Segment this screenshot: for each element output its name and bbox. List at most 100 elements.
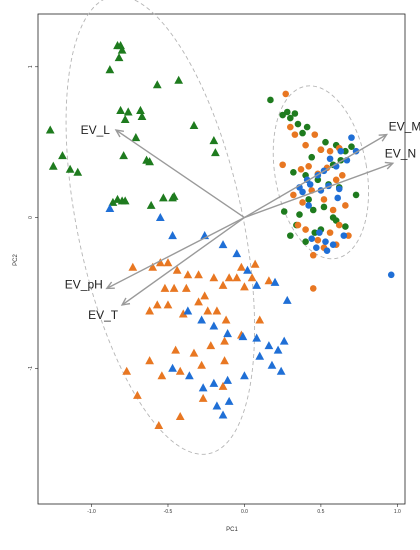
data-point-circle-orange: [309, 285, 317, 292]
data-point-circle-orange: [339, 172, 346, 179]
data-point-triangle-orange: [220, 336, 229, 345]
data-point-triangle-orange: [148, 262, 158, 271]
data-point-triangle-green: [146, 200, 156, 209]
data-point-circle-orange: [282, 90, 290, 98]
data-point-circle-orange: [302, 141, 309, 149]
data-point-circle-orange: [326, 229, 334, 236]
data-point-triangle-green: [211, 148, 220, 157]
data-point-triangle-green: [108, 197, 118, 206]
data-point-circle-green: [302, 238, 309, 245]
data-point-triangle-blue: [185, 371, 194, 380]
data-point-triangle-green: [48, 161, 58, 170]
arrow-label: EV_T: [88, 308, 119, 322]
data-point-triangle-orange: [128, 262, 138, 271]
data-point-circle-blue: [323, 247, 331, 255]
data-point-circle-orange: [287, 123, 294, 131]
data-point-circle-green: [305, 196, 312, 203]
data-point-triangle-orange: [163, 258, 173, 267]
data-point-circle-orange: [291, 131, 299, 138]
data-point-circle-orange: [297, 165, 305, 173]
data-point-circle-blue: [340, 232, 348, 239]
arrow-ev-m: EV_M: [244, 120, 420, 219]
data-point-triangle-blue: [264, 341, 274, 350]
data-point-triangle-orange: [175, 366, 185, 375]
data-point-triangle-orange: [155, 258, 165, 267]
data-point-triangle-orange: [224, 273, 234, 282]
data-point-triangle-green: [159, 193, 168, 202]
data-point-triangle-green: [123, 107, 133, 116]
y-tick-label: -1: [28, 366, 34, 371]
data-point-circle-green: [299, 129, 306, 137]
data-point-triangle-blue: [279, 336, 289, 345]
data-point-triangle-blue: [218, 240, 228, 249]
data-point-triangle-blue: [238, 332, 248, 341]
data-point-circle-orange: [294, 221, 302, 229]
data-point-triangle-blue: [105, 203, 115, 212]
data-point-triangle-blue: [223, 329, 232, 338]
data-point-triangle-orange: [206, 341, 216, 350]
data-point-triangle-blue: [198, 383, 208, 392]
data-point-triangle-orange: [194, 297, 203, 306]
data-point-triangle-blue: [218, 410, 228, 419]
data-point-triangle-green: [174, 75, 184, 84]
data-point-circle-orange: [345, 232, 352, 239]
data-point-triangle-orange: [189, 348, 199, 357]
data-point-circle-green: [267, 96, 274, 104]
data-point-triangle-orange: [203, 306, 213, 315]
data-point-triangle-orange: [218, 381, 228, 390]
data-point-triangle-green: [65, 164, 75, 173]
data-point-triangle-green: [120, 114, 130, 123]
data-point-triangle-orange: [218, 280, 228, 289]
y-tick-label: 0: [28, 216, 34, 219]
data-point-circle-orange: [309, 251, 317, 259]
data-point-circle-green: [352, 191, 360, 199]
data-point-triangle-orange: [255, 315, 265, 324]
data-point-circle-green: [287, 114, 294, 122]
data-point-triangle-orange: [133, 390, 142, 399]
confidence-ellipses: [65, 0, 370, 455]
data-point-triangle-green: [45, 125, 55, 134]
arrow-ev-n: EV_N: [244, 146, 416, 219]
data-point-triangle-orange: [232, 273, 242, 282]
plot-frame: [37, 13, 406, 505]
data-point-triangle-blue: [168, 231, 177, 240]
data-point-triangle-orange: [157, 371, 167, 380]
data-point-triangle-green: [136, 105, 145, 114]
y-tick-label: 1: [28, 65, 34, 68]
data-point-triangle-blue: [282, 295, 292, 304]
arrow-label: EV_N: [385, 146, 416, 160]
data-point-triangle-green: [117, 45, 127, 54]
data-point-circle-orange: [335, 221, 343, 229]
arrow-ev-t: EV_T: [88, 216, 245, 322]
data-point-triangle-blue: [232, 249, 242, 258]
data-point-circle-orange: [314, 236, 322, 244]
data-point-triangle-blue: [168, 363, 177, 372]
data-point-triangle-green: [116, 105, 125, 114]
data-point-triangle-orange: [240, 282, 249, 291]
arrow-ev-l: EV_L: [81, 123, 245, 219]
arrow-label: EV_pH: [65, 277, 103, 291]
data-point-triangle-green: [73, 167, 83, 176]
data-point-triangle-orange: [194, 270, 203, 279]
data-point-circle-orange: [326, 147, 334, 155]
data-point-circle-green: [303, 123, 311, 131]
data-point-triangle-orange: [247, 273, 257, 282]
ellipse-1: [65, 0, 256, 455]
data-point-triangle-orange: [163, 300, 173, 309]
x-axis-ticks: -1.0 -0.5 0.0 0.5 1.0: [87, 504, 401, 515]
data-point-circle-blue: [348, 134, 355, 141]
data-point-circle-orange: [302, 226, 309, 233]
arrow-ev-ph: EV_pH: [65, 216, 245, 291]
data-point-triangle-blue: [270, 277, 280, 286]
data-point-circle-orange: [317, 146, 325, 153]
data-point-circle-blue: [329, 241, 337, 248]
data-point-triangle-orange: [152, 300, 162, 309]
data-point-triangle-orange: [264, 276, 274, 285]
ellipse-2: [272, 85, 370, 260]
data-point-triangle-orange: [220, 356, 229, 365]
data-point-triangle-blue: [267, 360, 277, 369]
data-point-triangle-orange: [172, 265, 182, 274]
data-point-triangle-orange: [175, 411, 185, 421]
data-point-triangle-blue: [224, 396, 234, 405]
data-point-triangle-orange: [250, 259, 260, 268]
